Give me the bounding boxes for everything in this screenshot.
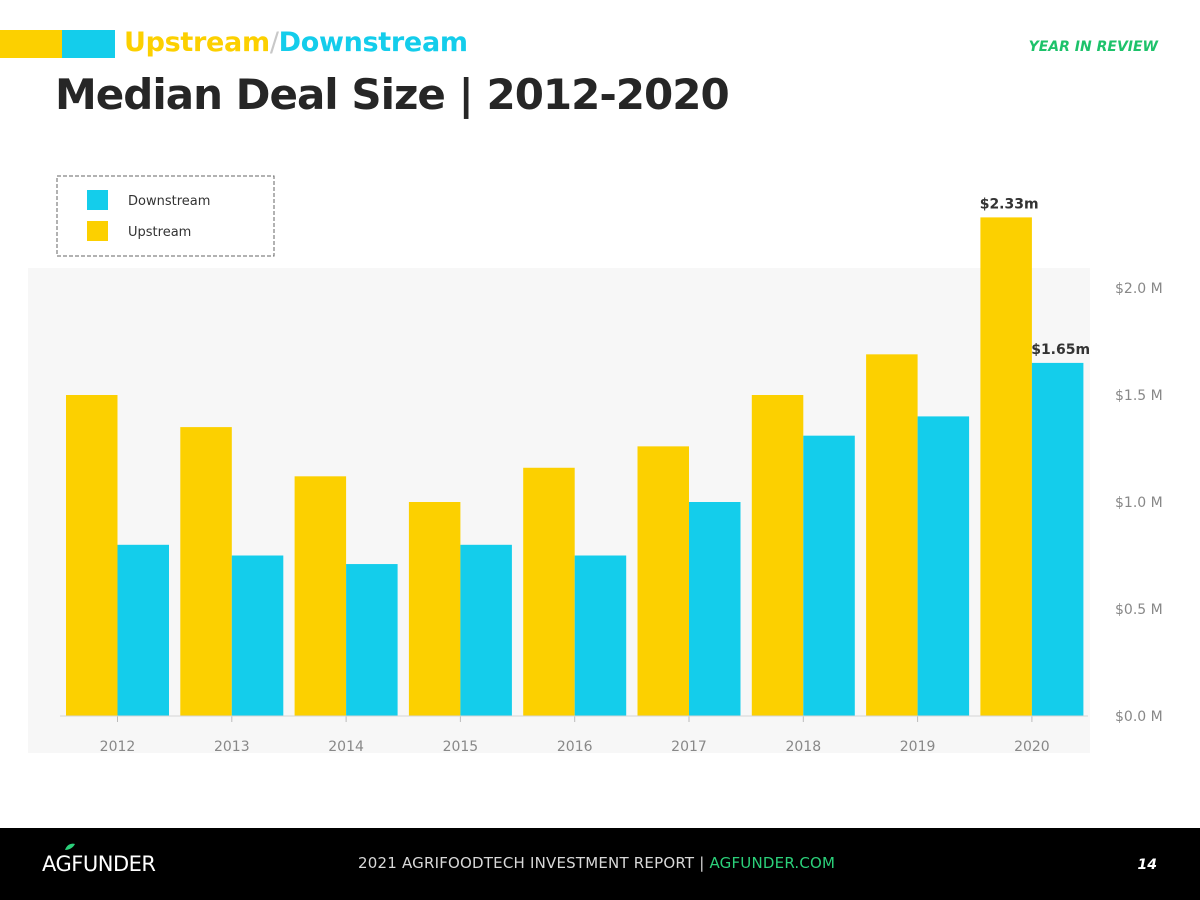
bar-upstream-2020 xyxy=(980,217,1032,716)
logo-text: FUNDER xyxy=(71,852,156,876)
y-tick-label: $0.5 M xyxy=(1115,602,1163,618)
agfunder-logo: AGFUNDER xyxy=(42,843,156,876)
bar-downstream-2012 xyxy=(117,544,169,716)
bar-downstream-2013 xyxy=(231,555,284,716)
bar-downstream-2018 xyxy=(803,435,855,716)
header-bar-downstream xyxy=(62,30,115,58)
legend-swatch-downstream xyxy=(87,190,108,210)
section-title: Upstream/Downstream xyxy=(124,27,468,58)
bar-upstream-2016 xyxy=(523,467,575,716)
bar-downstream-2015 xyxy=(460,544,512,716)
y-tick-label: $2.0 M xyxy=(1115,281,1163,297)
legend: Downstream Upstream xyxy=(56,175,275,257)
legend-label-upstream: Upstream xyxy=(128,225,191,240)
x-tick-label-2013: 2013 xyxy=(214,739,250,755)
section-title-separator: / xyxy=(269,27,279,58)
x-tick-label-2018: 2018 xyxy=(785,739,821,755)
x-tick-label-2020: 2020 xyxy=(1014,739,1050,755)
data-label-upstream-2020: $2.33m xyxy=(980,196,1039,212)
bar-upstream-2018 xyxy=(751,395,804,716)
footer: AGFUNDER 2021 AGRIFOODTECH INVESTMENT RE… xyxy=(0,828,1200,900)
x-tick-label-2012: 2012 xyxy=(100,739,136,755)
bar-upstream-2013 xyxy=(180,427,232,716)
year-in-review-label: YEAR IN REVIEW xyxy=(1028,39,1158,55)
legend-box xyxy=(56,175,275,257)
bar-upstream-2015 xyxy=(408,502,461,716)
footer-website-link[interactable]: AGFUNDER.COM xyxy=(709,854,836,872)
bar-downstream-2014 xyxy=(346,564,398,716)
header-bar-upstream xyxy=(0,30,62,58)
legend-swatch-upstream xyxy=(87,221,108,241)
page-title: Median Deal Size | 2012-2020 xyxy=(55,70,730,119)
x-tick-label-2016: 2016 xyxy=(557,739,593,755)
section-title-downstream: Downstream xyxy=(278,27,468,58)
bar-upstream-2014 xyxy=(294,476,347,716)
bar-downstream-2019 xyxy=(917,416,970,716)
footer-report-text: 2021 AGRIFOODTECH INVESTMENT REPORT | AG… xyxy=(358,854,835,872)
x-tick-label-2015: 2015 xyxy=(443,739,479,755)
bar-upstream-2017 xyxy=(637,446,689,716)
page-number: 14 xyxy=(1137,857,1157,873)
data-labels: $2.33m $1.65m xyxy=(980,196,1090,358)
bar-downstream-2016 xyxy=(574,555,627,716)
y-tick-label: $1.0 M xyxy=(1115,495,1163,511)
bar-upstream-2012 xyxy=(66,395,118,716)
section-title-upstream: Upstream xyxy=(124,27,270,58)
x-axis-labels: 2012 2013 2014 2015 2016 2017 2018 2019 2020 xyxy=(60,715,1088,755)
x-tick-label-2017: 2017 xyxy=(671,739,707,755)
y-tick-label: $1.5 M xyxy=(1115,388,1163,404)
bars-group xyxy=(66,217,1084,716)
y-tick-label: $0.0 M xyxy=(1115,709,1163,725)
bar-downstream-2017 xyxy=(689,502,741,716)
footer-report-title: 2021 AGRIFOODTECH INVESTMENT REPORT | xyxy=(358,854,710,872)
x-tick-label-2019: 2019 xyxy=(900,739,936,755)
logo-letter-a: A xyxy=(42,852,56,876)
x-tick-label-2014: 2014 xyxy=(328,739,364,755)
logo-letter-g: G xyxy=(55,852,72,876)
legend-label-downstream: Downstream xyxy=(128,194,210,209)
leaf-icon xyxy=(65,843,75,850)
bar-chart: 2012 2013 2014 2015 2016 2017 2018 2019 2020 $0.… xyxy=(56,175,1163,755)
y-axis-labels: $0.0 M $0.5 M $1.0 M $1.5 M $2.0 M xyxy=(1115,281,1163,725)
data-label-downstream-2020: $1.65m xyxy=(1031,342,1090,358)
bar-downstream-2020 xyxy=(1031,362,1084,716)
bar-upstream-2019 xyxy=(866,354,918,716)
